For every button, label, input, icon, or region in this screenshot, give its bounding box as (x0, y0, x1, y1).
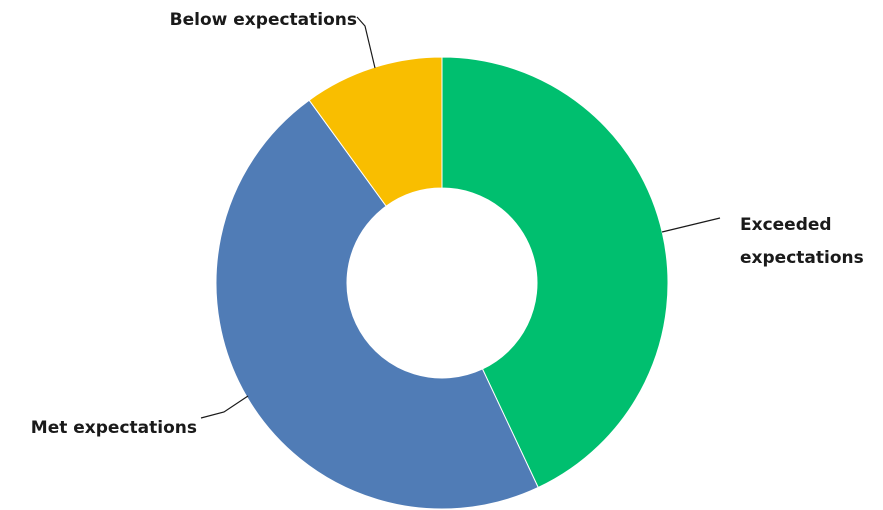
slice-labels: Exceeded expectations Met expectations Belo… (31, 10, 864, 438)
slice-exceeded-expectations (441, 56, 669, 489)
slice-below-expectations (308, 56, 443, 207)
slice-label-below-expectations: Below expectations (170, 10, 357, 30)
leader-line-below-expectations (356, 16, 376, 69)
slice-label-met-expectations: Met expectations (31, 418, 197, 438)
donut-slices (215, 56, 669, 510)
slice-label-exceeded-expectations-line-1: Exceeded (740, 215, 832, 235)
leader-line-met-expectations (200, 395, 249, 419)
leader-line-exceeded-expectations (661, 217, 721, 233)
slice-met-expectations (215, 99, 539, 510)
slice-label-exceeded-expectations-line-2: expectations (740, 248, 864, 268)
